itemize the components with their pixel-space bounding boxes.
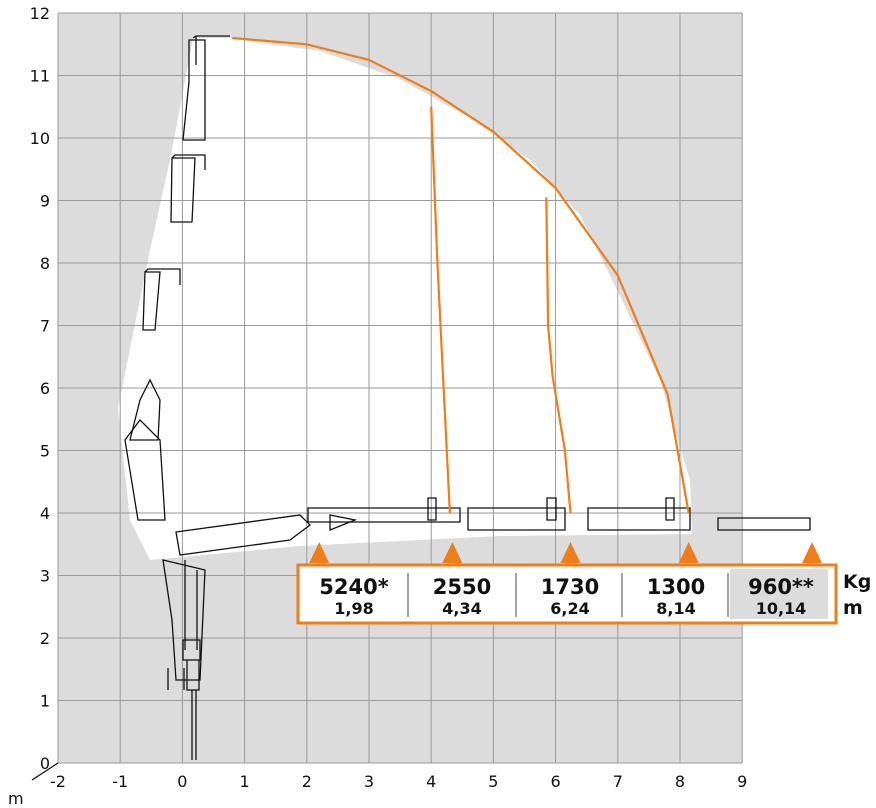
x-tick-label: 6 xyxy=(551,772,561,791)
x-tick-label: -2 xyxy=(50,772,66,791)
x-tick-label: 3 xyxy=(364,772,374,791)
crane-part xyxy=(182,639,201,661)
lift-line xyxy=(430,106,451,514)
crane-part xyxy=(329,514,358,531)
y-tick-label: 2 xyxy=(40,629,50,648)
y-tick-label: 3 xyxy=(40,567,50,586)
capacity-marker xyxy=(560,542,581,563)
y-tick-label: 0 xyxy=(40,754,50,773)
y-tick-label: 10 xyxy=(30,129,50,148)
y-tick-label: 7 xyxy=(40,317,50,336)
lift-envelope-curve xyxy=(232,36,690,514)
load-value: 2550 xyxy=(433,575,491,599)
reach-value: 6,24 xyxy=(550,599,589,618)
x-tick-label: -1 xyxy=(112,772,128,791)
crane-part xyxy=(192,35,230,65)
crane-part xyxy=(717,517,811,531)
lift-curves xyxy=(232,36,690,514)
crane-part xyxy=(186,660,200,691)
crane-part xyxy=(162,559,206,681)
axis-origin-diagonal xyxy=(31,762,59,781)
x-tick-label: 9 xyxy=(737,772,747,791)
reach-value: 10,14 xyxy=(756,599,807,618)
x-tick-label: 0 xyxy=(177,772,187,791)
x-tick-label: 1 xyxy=(240,772,250,791)
y-tick-label: 11 xyxy=(30,67,50,86)
crane-part xyxy=(587,507,691,531)
crane-part xyxy=(144,268,181,285)
capacity-marker xyxy=(678,542,699,563)
y-tick-label: 8 xyxy=(40,254,50,273)
crane-part xyxy=(546,497,557,521)
crane-silhouette xyxy=(124,35,811,760)
x-tick-label: 5 xyxy=(488,772,498,791)
x-tick-label: 7 xyxy=(613,772,623,791)
x-axis-unit: m xyxy=(8,789,24,808)
crane-part xyxy=(191,690,197,760)
capacity-marker xyxy=(802,542,822,563)
lift-line xyxy=(545,197,572,514)
y-tick-label: 1 xyxy=(40,692,50,711)
crane-part xyxy=(184,560,198,650)
y-tick-label: 5 xyxy=(40,442,50,461)
crane-part xyxy=(170,157,196,223)
crane-part xyxy=(171,154,206,170)
crane-part xyxy=(142,271,161,331)
x-tick-label: 8 xyxy=(675,772,685,791)
capacity-marker xyxy=(309,542,330,563)
crane-part xyxy=(307,507,461,523)
capacity-marker xyxy=(442,542,463,563)
load-unit-label: Kg xyxy=(843,571,871,593)
x-tick-label: 2 xyxy=(302,772,312,791)
load-value: 1730 xyxy=(541,575,599,599)
load-value: 5240* xyxy=(319,575,388,599)
working-area xyxy=(118,38,692,560)
grid xyxy=(31,12,743,781)
x-tick-label: 4 xyxy=(426,772,436,791)
crane-part xyxy=(467,507,566,531)
highlight-cell xyxy=(730,569,828,619)
crane-part xyxy=(182,39,206,141)
crane-part xyxy=(167,668,185,690)
y-tick-label: 6 xyxy=(40,379,50,398)
y-tick-label: 4 xyxy=(40,504,50,523)
load-value: 960** xyxy=(748,575,814,599)
crane-part xyxy=(427,497,437,521)
crane-part xyxy=(129,378,161,441)
reach-value: 1,98 xyxy=(334,599,373,618)
crane-part xyxy=(665,497,675,521)
reach-unit-label: m xyxy=(843,597,863,619)
load-value: 1300 xyxy=(647,575,705,599)
crane-part xyxy=(175,514,311,556)
reach-value: 8,14 xyxy=(656,599,695,618)
reach-value: 4,34 xyxy=(442,599,481,618)
y-tick-label: 9 xyxy=(40,192,50,211)
capacity-markers xyxy=(309,542,822,563)
y-tick-label: 12 xyxy=(30,4,50,23)
crane-part xyxy=(124,419,166,521)
